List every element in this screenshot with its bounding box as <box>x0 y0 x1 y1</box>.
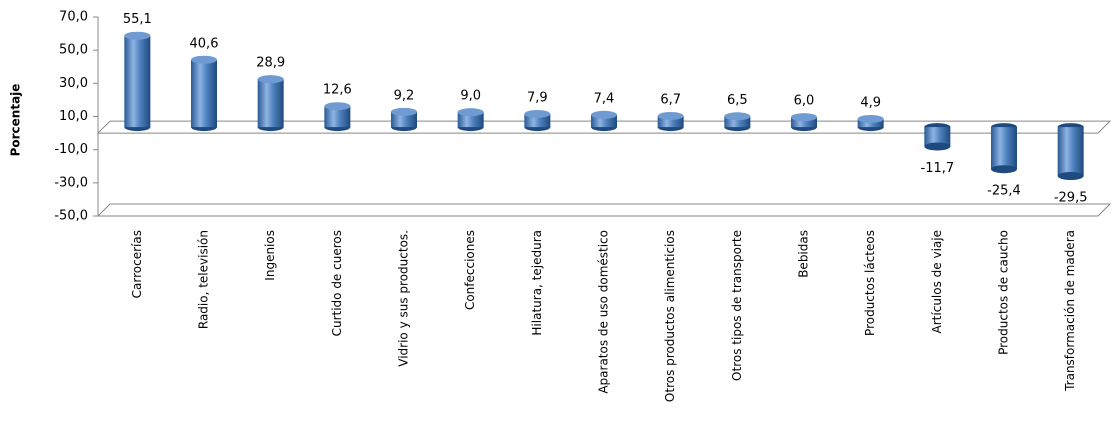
bar-cap <box>124 31 151 40</box>
y-axis-label: Porcentaje <box>9 84 23 157</box>
bar-cap <box>924 142 951 151</box>
x-tick-label: Confecciones <box>463 230 477 310</box>
x-tick-label: Transformación de madera <box>1063 230 1077 392</box>
value-label: -11,7 <box>921 161 955 176</box>
bar-cap <box>1057 172 1084 181</box>
value-label: 7,9 <box>527 90 548 105</box>
x-tick-label: Productos lácteos <box>863 230 877 336</box>
bar <box>724 116 751 128</box>
value-label: 7,4 <box>594 91 615 106</box>
bar <box>1057 127 1084 177</box>
x-tick-label: Curtido de cueros <box>330 230 344 336</box>
x-tick-label: Radio, televisión <box>197 230 211 329</box>
x-tick-label: Otros productos alimenticios <box>663 230 677 402</box>
y-tick-label: 70,0 <box>59 10 88 25</box>
zero-plane <box>96 120 1112 134</box>
y-tick-label: -50,0 <box>54 209 88 224</box>
y-tick-label: 50,0 <box>59 43 88 58</box>
bar-cap <box>991 165 1017 174</box>
value-label: 12,6 <box>323 83 352 98</box>
value-label: 40,6 <box>190 36 219 51</box>
bar-cap <box>657 111 684 120</box>
x-tick-label: Aparatos de uso doméstico <box>597 230 611 394</box>
value-label: -29,5 <box>1054 191 1088 206</box>
bar-cap <box>524 109 551 118</box>
x-tick-label: Artículos de viaje <box>930 230 944 333</box>
bar-cap <box>391 107 417 116</box>
x-tick-label: Otros tipos de transporte <box>730 230 744 381</box>
x-tick-label: Bebidas <box>797 230 811 278</box>
y-tick-label: 10,0 <box>59 109 88 124</box>
value-label: 4,9 <box>860 95 881 110</box>
bar <box>924 127 951 147</box>
bar-cap <box>791 113 817 122</box>
bar <box>391 111 417 128</box>
x-tick-label: Productos de caucho <box>997 230 1011 355</box>
y-tick-label: -30,0 <box>54 175 88 190</box>
value-label: 9,0 <box>460 89 481 104</box>
value-label: 6,0 <box>794 94 815 109</box>
bar-cap <box>191 55 217 64</box>
bar-cap <box>591 110 617 119</box>
bar <box>457 112 484 128</box>
x-tick-label: Carrocerías <box>130 230 144 298</box>
y-tick-label: -10,0 <box>54 142 88 157</box>
x-tick-label: Hilatura, tejedura <box>530 230 544 336</box>
bar <box>857 118 884 128</box>
value-label: 55,1 <box>123 12 152 27</box>
bar <box>124 35 151 128</box>
bar <box>991 127 1017 170</box>
bar <box>191 59 217 128</box>
x-tick-label: Vidrio y sus productos. <box>397 230 411 367</box>
bar-cap <box>857 114 884 123</box>
value-label: 28,9 <box>256 56 285 71</box>
value-label: 6,7 <box>660 92 681 107</box>
bar <box>257 79 284 128</box>
bar-cap <box>724 112 751 121</box>
bar <box>657 115 684 128</box>
bar-cap <box>457 108 484 117</box>
bar <box>324 106 351 128</box>
value-label: 9,2 <box>394 88 415 103</box>
y-tick-label: 30,0 <box>59 76 88 91</box>
value-label: 6,5 <box>727 93 748 108</box>
value-label: -25,4 <box>987 184 1021 199</box>
x-tick-label: Ingenios <box>263 230 277 281</box>
bar-cap <box>257 75 284 84</box>
bar <box>791 117 817 128</box>
bar-cap <box>324 102 351 111</box>
floor <box>96 203 1112 217</box>
